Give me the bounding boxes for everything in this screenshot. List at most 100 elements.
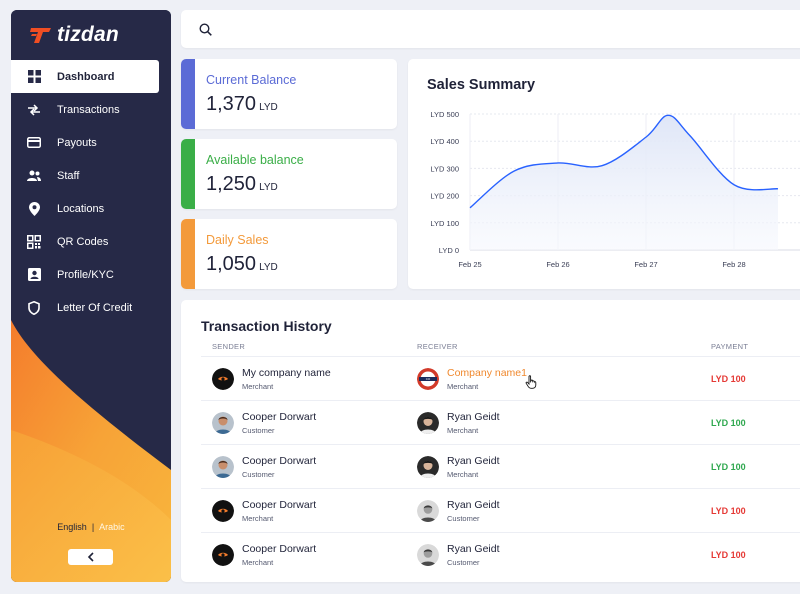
stat-amount: 1,370 (206, 93, 257, 115)
sender-avatar (212, 544, 234, 566)
receiver-name[interactable]: Ryan Geidt (447, 455, 500, 467)
sidebar-item-dashboard[interactable]: Dashboard (11, 60, 159, 93)
sidebar-item-transactions[interactable]: Transactions (11, 93, 171, 126)
sender-cell: Cooper Dorwart Merchant (212, 533, 316, 577)
receiver-cell: CO Company name1 Merchant (417, 357, 537, 401)
receiver-name[interactable]: Ryan Geidt (447, 499, 500, 511)
receiver-role: Customer (447, 558, 480, 567)
y-tick-label: LYD 300 (430, 164, 459, 173)
receiver-role: Merchant (447, 382, 479, 391)
table-row[interactable]: Cooper Dorwart Customer Ryan Geidt Merchant… (201, 444, 800, 488)
payment-cell: LYD 100 (711, 445, 746, 489)
sidebar-item-label: Transactions (57, 103, 120, 116)
y-tick-label: LYD 100 (430, 219, 459, 228)
receiver-name[interactable]: Ryan Geidt (447, 411, 500, 423)
sender-role: Merchant (242, 382, 274, 391)
sender-cell: Cooper Dorwart Merchant (212, 489, 316, 533)
sidebar-item-label: Letter Of Credit (57, 301, 133, 314)
table-row[interactable]: Cooper Dorwart Merchant Ryan Geidt Customer… (201, 488, 800, 532)
shield-icon (27, 300, 41, 315)
receiver-role: Merchant (447, 470, 479, 479)
sidebar-item-label: Locations (57, 202, 105, 215)
sidebar-nav: Dashboard Transactions Payouts Staff Loc… (11, 60, 171, 324)
available-balance-card: Available balance 1,250 LYD (181, 139, 397, 209)
sender-role: Merchant (242, 558, 274, 567)
sidebar-item-label: Dashboard (57, 70, 115, 83)
sender-name[interactable]: Cooper Dorwart (242, 411, 317, 423)
sidebar-item-staff[interactable]: Staff (11, 159, 171, 192)
stat-amount: 1,250 (206, 173, 257, 195)
sidebar-item-label: QR Codes (57, 235, 109, 248)
stat-label: Current Balance (206, 73, 297, 87)
receiver-avatar: CO (417, 368, 439, 390)
transaction-history-card: Transaction History SENDER RECEIVER PAYM… (181, 300, 800, 582)
sidebar-item-profile-kyc[interactable]: Profile/KYC (11, 258, 171, 291)
arrows-icon (27, 103, 41, 117)
person-avatar-icon (417, 544, 439, 566)
payment-cell: LYD 100 (711, 489, 746, 533)
sales-line (469, 114, 779, 209)
language-arabic[interactable]: Arabic (99, 522, 125, 532)
collapse-sidebar-button[interactable] (68, 549, 113, 565)
brand-logo[interactable]: tizdan (29, 22, 119, 48)
stat-value: 1,250 LYD (206, 173, 278, 196)
language-english[interactable]: English (57, 522, 87, 532)
table-row[interactable]: Cooper Dorwart Customer Ryan Geidt Merchant… (201, 400, 800, 444)
sender-info: Cooper Dorwart Merchant (242, 499, 316, 523)
company-badge-icon: CO (417, 368, 439, 390)
stat-label: Daily Sales (206, 233, 269, 247)
receiver-cell: Ryan Geidt Merchant (417, 445, 500, 489)
sender-avatar (212, 412, 234, 434)
sidebar-item-label: Staff (57, 169, 80, 182)
sender-name[interactable]: Cooper Dorwart (242, 455, 317, 467)
search-bar[interactable] (181, 10, 800, 48)
sidebar-item-label: Profile/KYC (57, 268, 114, 281)
sender-info: Cooper Dorwart Merchant (242, 543, 316, 567)
y-tick-label: LYD 0 (439, 246, 459, 255)
sender-avatar (212, 500, 234, 522)
sidebar-item-qr-codes[interactable]: QR Codes (11, 225, 171, 258)
receiver-cell: Ryan Geidt Merchant (417, 401, 500, 445)
sidebar-background (11, 10, 171, 582)
payment-amount: LYD 100 (711, 550, 746, 560)
payment-amount: LYD 100 (711, 462, 746, 472)
x-tick-label: Feb 27 (634, 260, 657, 269)
receiver-name[interactable]: Ryan Geidt (447, 543, 500, 555)
sender-name[interactable]: Cooper Dorwart (242, 543, 317, 555)
sidebar-item-locations[interactable]: Locations (11, 192, 171, 225)
sender-avatar (212, 456, 234, 478)
sidebar-item-payouts[interactable]: Payouts (11, 126, 171, 159)
svg-text:CO: CO (426, 377, 431, 381)
sender-role: Merchant (242, 514, 274, 523)
table-row[interactable]: Cooper Dorwart Merchant Ryan Geidt Customer… (201, 532, 800, 576)
sidebar-item-label: Payouts (57, 136, 97, 149)
receiver-name[interactable]: Company name1 (447, 367, 527, 379)
sender-name[interactable]: Cooper Dorwart (242, 499, 317, 511)
search-input[interactable] (222, 22, 722, 36)
stat-value: 1,370 LYD (206, 93, 278, 116)
current-balance-card: Current Balance 1,370 LYD (181, 59, 397, 129)
sales-chart: LYD 0 LYD 100 LYD 200 LYD 300 LYD 400 LYD 500… (430, 110, 800, 269)
receiver-info: Company name1 Merchant (447, 367, 527, 391)
sidebar-item-letter-of-credit[interactable]: Letter Of Credit (11, 291, 171, 324)
sender-name[interactable]: My company name (242, 367, 331, 379)
brand-name: tizdan (57, 23, 119, 46)
language-switcher: English | Arabic (11, 522, 171, 532)
sidebar: tizdan Dashboard Transactions Payouts St… (11, 10, 171, 582)
id-card-icon (27, 268, 41, 282)
table-row[interactable]: My company name Merchant CO Company name1 Me… (201, 356, 800, 400)
stat-accent-bar (181, 219, 195, 289)
sender-avatar (212, 368, 234, 390)
column-header-payment: PAYMENT (711, 342, 749, 351)
stat-unit: LYD (259, 262, 278, 273)
sender-cell: Cooper Dorwart Customer (212, 401, 316, 445)
sender-info: Cooper Dorwart Customer (242, 455, 316, 479)
column-header-sender: SENDER (212, 342, 246, 351)
stat-value: 1,050 LYD (206, 253, 278, 276)
x-tick-label: Feb 28 (722, 260, 745, 269)
receiver-info: Ryan Geidt Customer (447, 543, 500, 567)
stat-accent-bar (181, 59, 195, 129)
person-avatar-icon (212, 456, 234, 478)
y-tick-label: LYD 200 (430, 192, 459, 201)
receiver-info: Ryan Geidt Merchant (447, 455, 500, 479)
